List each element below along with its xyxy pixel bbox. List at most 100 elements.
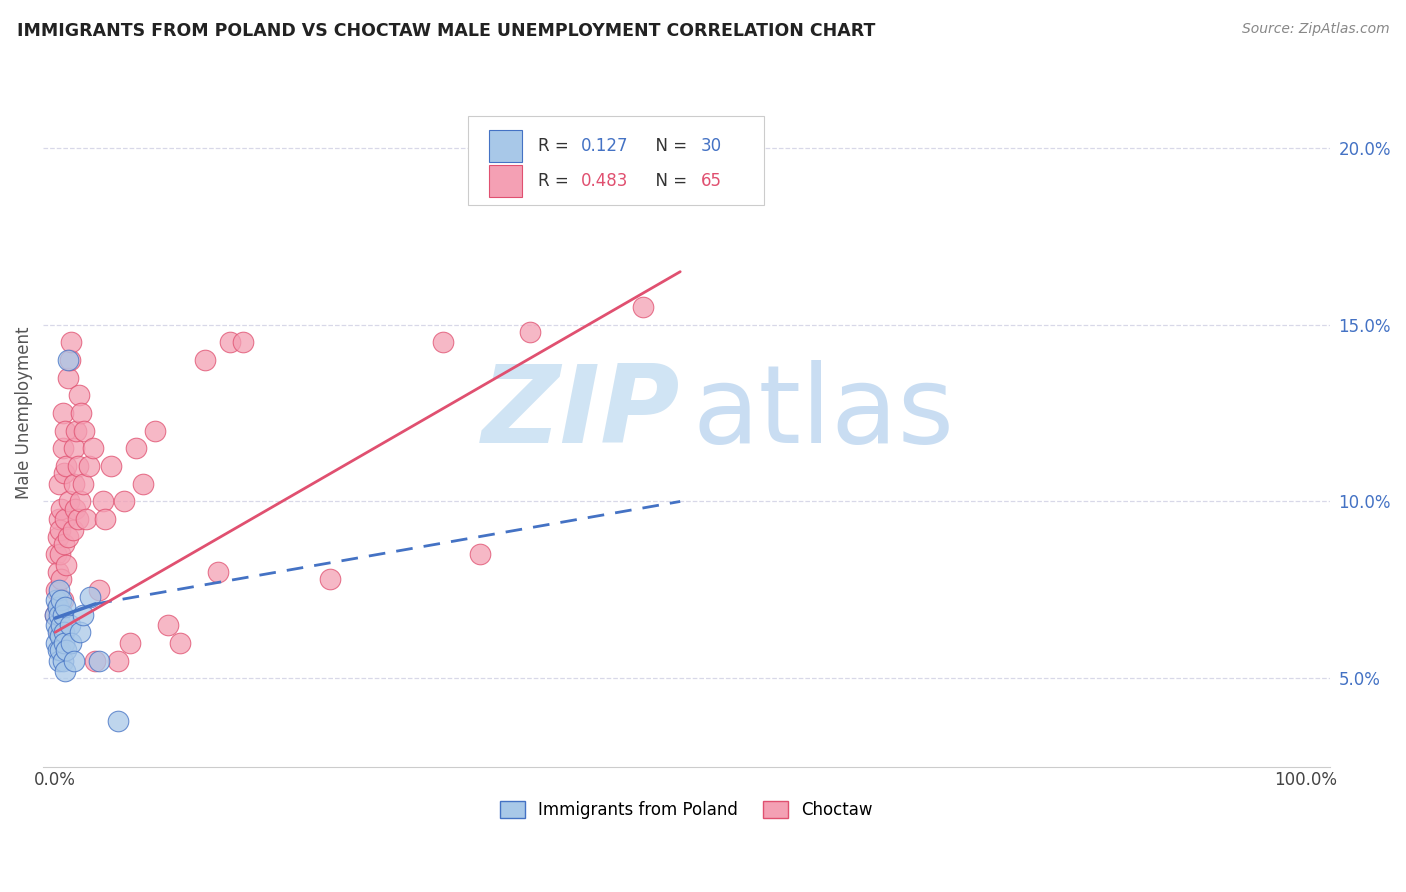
Point [45, 582, 67, 597]
Point [53, 636, 76, 650]
Point [519, 325, 541, 339]
Point [53, 512, 76, 526]
Point [45, 636, 67, 650]
Point [52, 607, 75, 622]
Point [46, 600, 69, 615]
Point [55, 558, 77, 572]
Point [49, 643, 72, 657]
Text: ZIP: ZIP [482, 360, 681, 467]
Point [48, 625, 70, 640]
Point [45, 593, 67, 607]
Point [45, 618, 67, 632]
Point [207, 565, 229, 579]
Point [67, 388, 90, 402]
Point [63, 442, 86, 456]
Point [53, 625, 76, 640]
FancyBboxPatch shape [489, 165, 522, 196]
Point [49, 548, 72, 562]
Point [59, 353, 82, 368]
Y-axis label: Male Unemployment: Male Unemployment [15, 326, 32, 500]
Point [319, 572, 342, 586]
Point [87, 653, 110, 667]
Point [51, 501, 73, 516]
Text: 65: 65 [700, 171, 721, 190]
Point [56, 370, 79, 384]
Point [46, 625, 69, 640]
Point [94, 512, 117, 526]
Text: N =: N = [645, 136, 693, 154]
Text: Source: ZipAtlas.com: Source: ZipAtlas.com [1241, 22, 1389, 37]
Point [107, 653, 129, 667]
Point [49, 629, 72, 643]
Point [55, 459, 77, 474]
Point [53, 424, 76, 438]
Point [70, 406, 93, 420]
Point [132, 476, 155, 491]
Point [52, 653, 75, 667]
Point [65, 501, 87, 516]
Point [107, 714, 129, 728]
Point [52, 406, 75, 420]
Point [169, 636, 191, 650]
Point [112, 494, 135, 508]
Point [53, 600, 76, 615]
Point [44, 607, 66, 622]
Point [48, 476, 70, 491]
Point [82, 442, 104, 456]
Text: R =: R = [538, 136, 575, 154]
Point [49, 523, 72, 537]
Point [63, 476, 86, 491]
Text: IMMIGRANTS FROM POLAND VS CHOCTAW MALE UNEMPLOYMENT CORRELATION CHART: IMMIGRANTS FROM POLAND VS CHOCTAW MALE U… [17, 22, 876, 40]
Point [48, 607, 70, 622]
Text: N =: N = [645, 171, 693, 190]
Point [60, 636, 83, 650]
Point [73, 424, 96, 438]
Point [432, 335, 454, 350]
Point [84, 653, 107, 667]
Point [69, 494, 91, 508]
Point [91, 494, 114, 508]
Point [72, 476, 94, 491]
Point [56, 353, 79, 368]
Point [156, 618, 179, 632]
Point [46, 600, 69, 615]
Point [52, 593, 75, 607]
Point [48, 653, 70, 667]
FancyBboxPatch shape [468, 116, 763, 204]
Point [143, 424, 166, 438]
Text: R =: R = [538, 171, 575, 190]
Point [65, 424, 87, 438]
Point [51, 572, 73, 586]
Point [48, 582, 70, 597]
Point [51, 618, 73, 632]
Point [72, 607, 94, 622]
Point [60, 335, 83, 350]
Point [46, 565, 69, 579]
Text: 30: 30 [700, 136, 721, 154]
Point [53, 664, 76, 678]
Point [52, 442, 75, 456]
Legend: Immigrants from Poland, Choctaw: Immigrants from Poland, Choctaw [494, 794, 880, 825]
Point [55, 643, 77, 657]
Point [669, 159, 692, 173]
Point [66, 459, 89, 474]
Point [63, 653, 86, 667]
Point [125, 442, 148, 456]
Point [56, 530, 79, 544]
Point [51, 593, 73, 607]
Text: 0.127: 0.127 [581, 136, 628, 154]
Point [232, 335, 254, 350]
Point [53, 537, 76, 551]
Point [194, 353, 217, 368]
Text: atlas: atlas [693, 360, 955, 467]
Point [470, 548, 492, 562]
Point [69, 625, 91, 640]
Point [631, 300, 654, 314]
Point [87, 582, 110, 597]
Point [48, 512, 70, 526]
Point [45, 548, 67, 562]
Point [76, 512, 98, 526]
Point [46, 530, 69, 544]
FancyBboxPatch shape [489, 130, 522, 161]
Point [62, 523, 84, 537]
